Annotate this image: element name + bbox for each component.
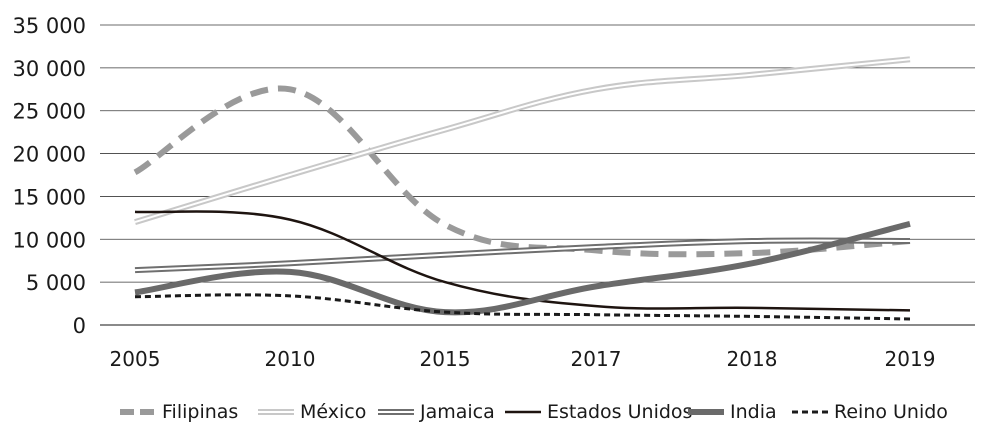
legend-item-jamaica: Jamaica xyxy=(378,401,495,423)
gridlines xyxy=(100,24,975,326)
legend-item-india: India xyxy=(688,401,777,423)
y-tick-label: 30 000 xyxy=(13,57,86,81)
legend-label: México xyxy=(300,401,366,423)
legend-item-filipinas: Filipinas xyxy=(120,401,238,423)
y-axis-ticks: 0 5 000 10 000 15 000 20 000 25 000 30 000 35 0… xyxy=(13,14,86,338)
y-tick-label: 20 000 xyxy=(13,143,86,167)
y-tick-label: 5 000 xyxy=(26,271,86,295)
series-line-reino-unido xyxy=(134,293,911,321)
series-mexico xyxy=(134,56,911,225)
legend-item-estados-unidos: Estados Unidos xyxy=(505,401,692,423)
x-tick-label: 2005 xyxy=(110,347,161,371)
y-tick-label: 25 000 xyxy=(13,100,86,124)
legend-label: Estados Unidos xyxy=(547,401,692,423)
x-tick-label: 2015 xyxy=(420,347,471,371)
series-line-jamaica xyxy=(134,239,911,272)
legend-item-reino-unido: Reino Unido xyxy=(792,401,948,423)
legend-item-mexico: México xyxy=(258,401,366,423)
legend-label: Reino Unido xyxy=(834,401,948,423)
series-line-mexico xyxy=(134,58,911,224)
x-tick-label: 2019 xyxy=(885,347,936,371)
y-tick-label: 35 000 xyxy=(13,14,86,38)
x-tick-label: 2018 xyxy=(727,347,778,371)
series-india xyxy=(134,220,911,316)
y-tick-label: 15 000 xyxy=(13,185,86,209)
legend: Filipinas México Jamaica Estados Unidos Indi… xyxy=(120,401,948,423)
x-tick-label: 2010 xyxy=(265,347,316,371)
x-tick-label: 2017 xyxy=(571,347,622,371)
legend-label: Jamaica xyxy=(419,401,495,423)
series-estados-unidos xyxy=(134,210,911,312)
series-line-india xyxy=(134,220,911,316)
series-lines xyxy=(133,56,911,321)
series-line-filipinas xyxy=(133,85,911,258)
series-filipinas xyxy=(133,85,911,258)
y-tick-label: 0 xyxy=(73,314,86,338)
series-line-mexico xyxy=(134,56,911,225)
y-tick-label: 10 000 xyxy=(13,228,86,252)
legend-label: Filipinas xyxy=(162,401,238,423)
series-reino-unido xyxy=(134,293,911,321)
series-jamaica xyxy=(134,237,911,274)
x-axis-ticks: 2005 2010 2015 2017 2018 2019 xyxy=(110,347,936,371)
series-line-estados-unidos xyxy=(134,210,911,312)
legend-label: India xyxy=(730,401,777,423)
